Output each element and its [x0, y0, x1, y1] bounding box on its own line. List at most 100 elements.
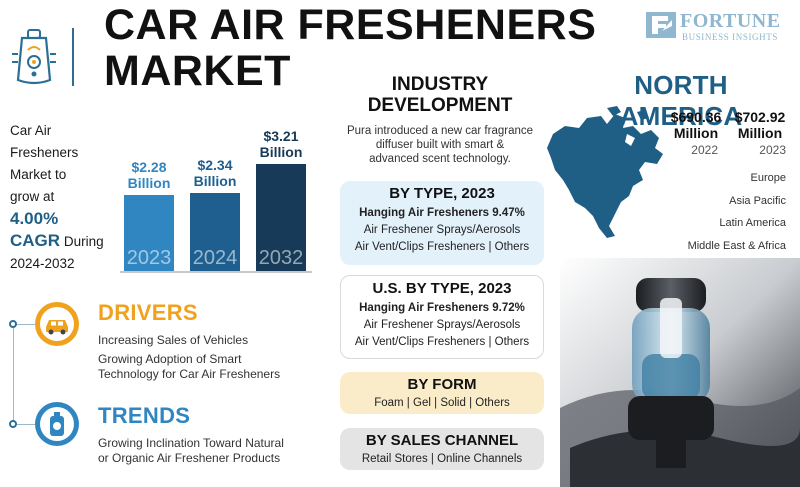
region-europe: Europe — [750, 172, 786, 184]
growth-summary: Car Air Fresheners Market to grow at 4.0… — [10, 120, 120, 275]
bar-year-label: 2032 — [258, 247, 304, 269]
by-type-line-3: Air Vent/Clips Fresheners | Others — [340, 239, 544, 256]
na-value-2023: $702.92 Million — [730, 109, 790, 141]
industry-title-line-1: INDUSTRY — [391, 74, 489, 95]
north-america-map-icon — [545, 104, 675, 244]
car-air-freshener-product-image — [560, 258, 800, 487]
by-form-card: BY FORM Foam | Gel | Solid | Others — [340, 372, 544, 414]
by-form-sep-1: | — [406, 397, 410, 409]
air-freshener-icon — [8, 28, 60, 88]
bar-value: $2.28 — [131, 159, 167, 175]
drivers-item-1: Increasing Sales of Vehicles — [98, 333, 249, 347]
by-type-others: Others — [494, 241, 530, 253]
us-by-type-sep: | — [488, 336, 492, 348]
bar-unit: Billion — [127, 175, 171, 191]
na-value-2023-unit: Million — [737, 125, 783, 141]
bar-year-label: 2024 — [192, 247, 238, 269]
by-type-card: BY TYPE, 2023 Hanging Air Fresheners 9.4… — [340, 181, 544, 265]
na-value-2022-amount: $690.36 — [670, 109, 722, 125]
bar-2024: 2024 — [190, 193, 240, 272]
na-value-2022: $690.36 Million — [666, 109, 726, 141]
by-form-others: Others — [475, 397, 510, 409]
by-form-gel: Gel — [413, 397, 431, 409]
us-by-type-title: U.S. BY TYPE, 2023 — [372, 280, 512, 297]
industry-development-title: INDUSTRY DEVELOPMENT — [342, 74, 538, 116]
region-asia-pacific: Asia Pacific — [729, 195, 786, 207]
bar-unit: Billion — [259, 144, 303, 160]
connector-trends — [17, 424, 35, 425]
region-middle-east-africa: Middle East & Africa — [687, 240, 786, 252]
by-type-title: BY TYPE, 2023 — [389, 185, 495, 202]
bar-value: $3.21 — [263, 128, 299, 144]
by-type-line-2: Air Freshener Sprays/Aerosols — [363, 224, 521, 236]
cagr-during: During — [63, 234, 104, 249]
by-form-foam: Foam — [374, 397, 404, 409]
trend-freshener-icon — [35, 402, 79, 446]
logo-name: FORTUNE — [680, 10, 781, 32]
industry-text-line-1: Pura introduced a new car fragrance — [346, 125, 534, 137]
us-by-type-vent: Air Vent/Clips Fresheners — [354, 336, 486, 348]
trends-item-1: Growing Inclination Toward Natural or Or… — [98, 436, 318, 466]
bar-value: $2.34 — [197, 157, 233, 173]
fortune-logo-icon — [646, 12, 676, 38]
us-by-type-card: U.S. BY TYPE, 2023 Hanging Air Freshener… — [340, 275, 544, 359]
us-by-type-line-3: Air Vent/Clips Fresheners | Others — [341, 334, 543, 351]
cagr-value: 4.00% — [10, 209, 59, 228]
us-by-type-others: Others — [494, 336, 530, 348]
logo-subtitle: BUSINESS INSIGHTS — [682, 32, 778, 42]
drivers-item-2: Growing Adoption of Smart Technology for… — [98, 352, 318, 382]
drivers-item-2-line-2: Technology for Car Air Fresheners — [98, 367, 281, 381]
title-line-1: CAR AIR FRESHENERS — [104, 1, 597, 49]
bar-year-label: 2023 — [126, 247, 172, 269]
industry-text-line-2: diffuser built with smart & — [375, 139, 505, 151]
header-divider — [72, 28, 74, 86]
fortune-logo: FORTUNE BUSINESS INSIGHTS — [646, 10, 794, 44]
by-type-line-1: Hanging Air Fresheners 9.47% — [359, 207, 525, 219]
industry-development-text: Pura introduced a new car fragrance diff… — [332, 124, 548, 166]
growth-line-2: Fresheners — [10, 145, 79, 160]
car-icon — [35, 302, 79, 346]
trends-item-1-line-1: Growing Inclination Toward Natural — [98, 436, 284, 450]
trends-heading: TRENDS — [98, 403, 191, 428]
trends-item-1-line-2: or Organic Air Freshener Products — [98, 451, 281, 465]
bar-2023: 2023 — [124, 195, 174, 272]
region-latin-america: Latin America — [719, 217, 786, 229]
by-channel-items: Retail Stores | Online Channels — [340, 451, 544, 468]
us-by-type-line-2: Air Freshener Sprays/Aerosols — [363, 319, 521, 331]
page-title: CAR AIR FRESHENERS MARKET — [104, 2, 614, 94]
by-form-sep-2: | — [434, 397, 438, 409]
growth-line-4: grow at — [10, 189, 55, 204]
by-sales-channel-card: BY SALES CHANNEL Retail Stores | Online … — [340, 428, 544, 470]
title-line-2: MARKET — [104, 47, 291, 95]
na-year-2023: 2023 — [759, 143, 786, 157]
by-channel-sep: | — [430, 453, 434, 465]
by-channel-retail: Retail Stores — [361, 453, 428, 465]
na-value-2022-unit: Million — [673, 125, 719, 141]
by-type-vent: Air Vent/Clips Fresheners — [354, 241, 486, 253]
bar-chart-baseline — [120, 271, 312, 273]
na-value-2023-amount: $702.92 — [734, 109, 786, 125]
drivers-item-2-line-1: Growing Adoption of Smart — [98, 352, 242, 366]
by-form-title: BY FORM — [407, 376, 477, 393]
market-size-bar-chart: 2023 $2.28 Billion 2024 $2.34 Billion 2032 $3.2… — [120, 120, 316, 272]
bar-value-label-2023: $2.28 Billion — [114, 159, 184, 191]
growth-line-1: Car Air — [10, 123, 52, 138]
bar-value-label-2032: $3.21 Billion — [246, 128, 316, 160]
industry-title-line-2: DEVELOPMENT — [367, 95, 513, 116]
by-channel-title: BY SALES CHANNEL — [365, 432, 519, 449]
connector-drivers — [17, 324, 35, 325]
by-channel-online: Online Channels — [437, 453, 523, 465]
by-form-solid: Solid — [440, 397, 466, 409]
by-type-sep: | — [488, 241, 492, 253]
bar-unit: Billion — [193, 173, 237, 189]
industry-text-line-3: advanced scent technology. — [369, 153, 511, 165]
by-form-sep-3: | — [469, 397, 473, 409]
cagr-label: CAGR — [10, 231, 61, 250]
us-by-type-line-1: Hanging Air Fresheners 9.72% — [359, 302, 525, 314]
cagr-line: CAGR During — [10, 230, 120, 253]
by-form-items: Foam | Gel | Solid | Others — [340, 395, 544, 412]
timeline-line — [13, 325, 14, 425]
timeline-node-drivers — [9, 320, 17, 328]
drivers-heading: DRIVERS — [98, 300, 198, 325]
bar-2032: 2032 — [256, 164, 306, 272]
